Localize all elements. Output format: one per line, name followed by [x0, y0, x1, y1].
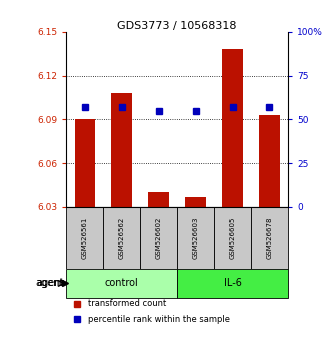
- Bar: [177, 207, 214, 269]
- Text: agent: agent: [36, 279, 64, 289]
- Text: GSM526562: GSM526562: [118, 217, 125, 259]
- Bar: [148, 192, 169, 207]
- Text: IL-6: IL-6: [223, 279, 242, 289]
- Bar: [177, 269, 288, 298]
- Title: GDS3773 / 10568318: GDS3773 / 10568318: [117, 21, 237, 31]
- Bar: [222, 49, 243, 207]
- Text: transformed count: transformed count: [88, 299, 166, 308]
- Text: GSM526678: GSM526678: [266, 217, 272, 259]
- Bar: [140, 207, 177, 269]
- Bar: [185, 197, 206, 207]
- Bar: [112, 93, 132, 207]
- Bar: [103, 207, 140, 269]
- Bar: [66, 207, 103, 269]
- Bar: [251, 207, 288, 269]
- Bar: [259, 115, 280, 207]
- Text: percentile rank within the sample: percentile rank within the sample: [88, 315, 230, 324]
- Text: agent: agent: [35, 279, 64, 289]
- Text: GSM526561: GSM526561: [82, 217, 88, 259]
- Text: control: control: [105, 279, 138, 289]
- Bar: [66, 269, 177, 298]
- Bar: [214, 207, 251, 269]
- Text: GSM526602: GSM526602: [156, 217, 162, 259]
- Text: GSM526605: GSM526605: [229, 217, 236, 259]
- Bar: [74, 119, 95, 207]
- Text: GSM526603: GSM526603: [193, 217, 199, 259]
